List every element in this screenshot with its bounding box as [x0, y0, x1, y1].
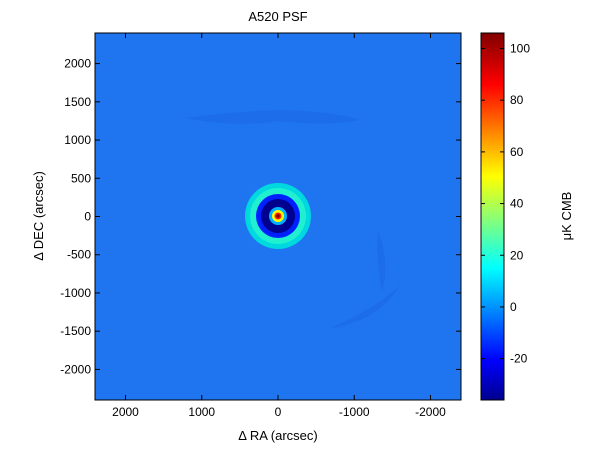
- colorbar-tick-label: 80: [510, 93, 524, 107]
- colorbar-tick-label: -20: [510, 352, 528, 366]
- y-tick-label: 500: [71, 171, 91, 185]
- x-tick-label: -2000: [415, 405, 446, 419]
- x-tick-label: 1000: [188, 405, 215, 419]
- colorbar-tick-label: 20: [510, 248, 524, 262]
- y-tick-label: 0: [84, 210, 91, 224]
- colorbar-tick-label: 100: [510, 42, 530, 56]
- y-tick-label: 1000: [64, 133, 91, 147]
- x-tick-label: -1000: [339, 405, 370, 419]
- x-axis: 2000 1000 0 -1000 -2000: [112, 33, 446, 419]
- y-tick-label: -500: [67, 248, 91, 262]
- chart-title: A520 PSF: [248, 9, 307, 24]
- colorbar-frame: [480, 32, 505, 401]
- x-tick-label: 0: [275, 405, 282, 419]
- colorbar-gradient: [481, 33, 504, 400]
- colorbar: 100 80 60 40 20 0 -20 μK CMB: [480, 32, 574, 401]
- y-tick-label: -2000: [60, 362, 91, 376]
- colorbar-tick-label: 60: [510, 145, 524, 159]
- colorbar-ticks: 100 80 60 40 20 0 -20: [481, 42, 530, 366]
- sidelobe-right-streak: [377, 230, 386, 292]
- y-tick-label: 2000: [64, 57, 91, 71]
- psf-rings: [245, 183, 311, 249]
- colorbar-label: μK CMB: [559, 192, 574, 241]
- y-axis: 2000 1500 1000 500 0 -500 -1000 -1500 -2000: [60, 57, 461, 376]
- y-tick-label: -1500: [60, 324, 91, 338]
- colorbar-tick-label: 0: [510, 300, 517, 314]
- sidelobe-upper-arc: [185, 110, 360, 124]
- psf-core-max: [276, 214, 280, 218]
- colorbar-tick-label: 40: [510, 197, 524, 211]
- plot-area: [95, 33, 461, 400]
- y-tick-label: -1000: [60, 286, 91, 300]
- sidelobe-features: [185, 110, 400, 328]
- y-axis-label: Δ DEC (arcsec): [31, 171, 46, 261]
- y-tick-label: 1500: [64, 95, 91, 109]
- x-tick-label: 2000: [112, 405, 139, 419]
- x-axis-label: Δ RA (arcsec): [238, 428, 317, 443]
